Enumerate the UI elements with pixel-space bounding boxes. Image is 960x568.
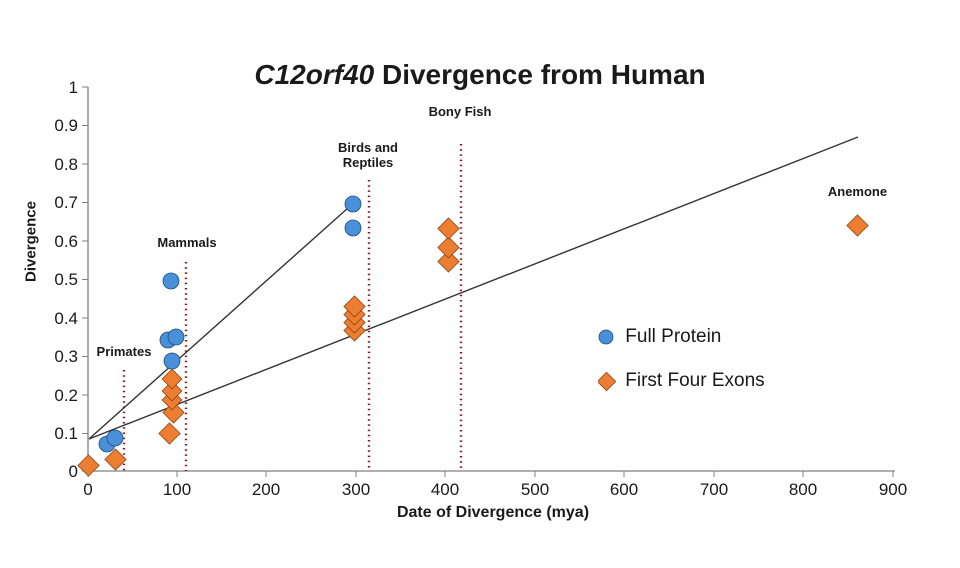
svg-text:C12orf40 Divergence from Human: C12orf40 Divergence from Human [254, 59, 705, 90]
